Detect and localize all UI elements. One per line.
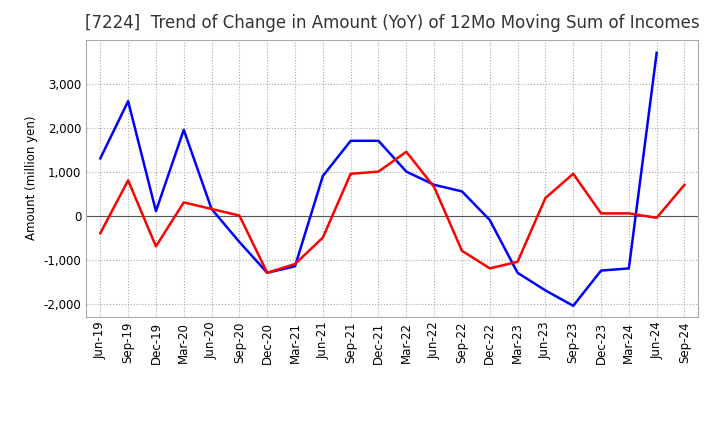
Ordinary Income [179, 127, 188, 132]
Net Income [346, 171, 355, 176]
Net Income [207, 206, 216, 212]
Ordinary Income [402, 169, 410, 174]
Net Income [124, 178, 132, 183]
Ordinary Income [318, 173, 327, 179]
Ordinary Income [346, 138, 355, 143]
Line: Net Income: Net Income [100, 152, 685, 273]
Net Income [624, 211, 633, 216]
Ordinary Income [374, 138, 383, 143]
Ordinary Income [124, 99, 132, 104]
Ordinary Income [263, 270, 271, 275]
Ordinary Income [96, 156, 104, 161]
Net Income [458, 248, 467, 253]
Ordinary Income [597, 268, 606, 273]
Net Income [541, 195, 550, 201]
Title: [7224]  Trend of Change in Amount (YoY) of 12Mo Moving Sum of Incomes: [7224] Trend of Change in Amount (YoY) o… [85, 15, 700, 33]
Ordinary Income [291, 264, 300, 269]
Net Income [152, 244, 161, 249]
Y-axis label: Amount (million yen): Amount (million yen) [25, 116, 38, 240]
Net Income [569, 171, 577, 176]
Net Income [652, 215, 661, 220]
Line: Ordinary Income: Ordinary Income [100, 53, 657, 306]
Net Income [597, 211, 606, 216]
Ordinary Income [458, 189, 467, 194]
Net Income [96, 231, 104, 236]
Net Income [680, 182, 689, 187]
Net Income [374, 169, 383, 174]
Ordinary Income [207, 206, 216, 212]
Net Income [430, 184, 438, 190]
Net Income [402, 149, 410, 154]
Net Income [485, 266, 494, 271]
Net Income [263, 270, 271, 275]
Ordinary Income [652, 50, 661, 55]
Ordinary Income [541, 288, 550, 293]
Net Income [291, 261, 300, 267]
Ordinary Income [624, 266, 633, 271]
Ordinary Income [235, 239, 243, 245]
Net Income [318, 235, 327, 240]
Ordinary Income [485, 217, 494, 223]
Ordinary Income [430, 182, 438, 187]
Ordinary Income [569, 303, 577, 308]
Net Income [235, 213, 243, 218]
Net Income [179, 200, 188, 205]
Ordinary Income [152, 209, 161, 214]
Net Income [513, 259, 522, 264]
Ordinary Income [513, 270, 522, 275]
